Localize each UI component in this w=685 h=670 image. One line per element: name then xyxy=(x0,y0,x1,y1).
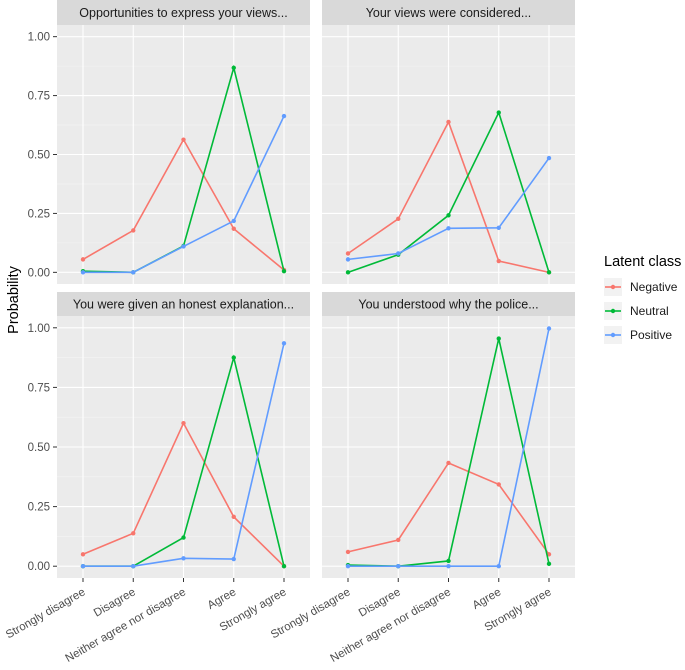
data-point-neutral xyxy=(281,268,287,274)
panel-3: You were given an honest explanation... 0… xyxy=(4,292,310,665)
legend-entry-neutral: Neutral xyxy=(604,302,669,320)
legend-key-point xyxy=(610,308,616,314)
legend: Latent class Negative Neutral Positive xyxy=(604,254,681,344)
data-point-negative xyxy=(345,549,351,555)
panel-2: Your views were considered... xyxy=(322,0,575,284)
data-point-negative xyxy=(396,537,401,543)
y-tick-label: 0.50 xyxy=(28,442,50,454)
data-point-positive xyxy=(446,564,451,569)
panel-title: You were given an honest explanation... xyxy=(73,298,294,312)
data-point-positive xyxy=(231,218,236,224)
y-tick-label: 0.00 xyxy=(28,267,50,279)
x-tick-label: Strongly disagree xyxy=(4,586,88,641)
y-axis-title: Probability xyxy=(6,265,22,333)
data-point-negative xyxy=(446,460,451,466)
data-point-neutral xyxy=(496,110,501,115)
data-point-positive xyxy=(496,564,501,569)
data-point-negative xyxy=(80,552,86,557)
y-tick-label: 0.75 xyxy=(28,382,50,394)
y-tick-label: 0.25 xyxy=(28,502,50,514)
y-tick-label: 1.00 xyxy=(28,32,50,44)
panel-strip xyxy=(57,292,310,316)
data-point-positive xyxy=(446,226,451,231)
y-tick-label: 1.00 xyxy=(28,323,50,335)
data-point-positive xyxy=(181,244,186,249)
data-point-negative xyxy=(396,216,401,222)
chart-panels: Opportunities to express your views... 0.… xyxy=(4,0,575,665)
data-point-positive xyxy=(281,341,287,346)
data-point-neutral xyxy=(281,564,287,569)
panel-4: You understood why the police...Strongly… xyxy=(269,292,575,665)
data-point-negative xyxy=(181,137,186,142)
data-point-positive xyxy=(396,564,401,569)
data-point-neutral xyxy=(546,561,552,567)
legend-key-point xyxy=(610,284,616,290)
data-point-positive xyxy=(546,326,552,331)
panel-strip xyxy=(322,292,575,316)
data-point-positive xyxy=(131,564,136,569)
data-point-negative xyxy=(231,226,236,231)
data-point-positive xyxy=(80,564,86,569)
data-point-positive xyxy=(345,564,351,569)
data-point-negative xyxy=(496,482,501,487)
data-point-positive xyxy=(396,251,401,256)
data-point-positive xyxy=(345,257,351,262)
y-tick-label: 0.00 xyxy=(28,561,50,573)
y-tick-label: 0.25 xyxy=(28,208,50,220)
y-tick-label: 0.50 xyxy=(28,150,50,162)
panel-title: Your views were considered... xyxy=(366,6,532,20)
data-point-negative xyxy=(231,514,236,520)
legend-title: Latent class xyxy=(604,254,681,270)
panel-strip xyxy=(322,0,575,25)
data-point-positive xyxy=(80,270,86,275)
legend-label: Positive xyxy=(630,328,672,342)
data-point-neutral xyxy=(345,270,351,275)
data-point-neutral xyxy=(231,355,236,360)
x-tick-label: Agree xyxy=(471,586,504,612)
data-point-negative xyxy=(181,420,186,426)
legend-entry-negative: Negative xyxy=(604,278,678,296)
data-point-neutral xyxy=(231,65,236,70)
data-point-positive xyxy=(546,155,552,161)
data-point-positive xyxy=(496,225,501,230)
data-point-negative xyxy=(446,119,451,125)
data-point-negative xyxy=(131,531,136,536)
data-point-negative xyxy=(131,228,136,233)
panel-title: Opportunities to express your views... xyxy=(79,6,287,20)
data-point-negative xyxy=(496,258,501,264)
data-point-positive xyxy=(131,270,136,275)
panel-title: You understood why the police... xyxy=(358,298,538,312)
data-point-negative xyxy=(80,257,86,262)
data-point-positive xyxy=(281,113,287,119)
panel-1: Opportunities to express your views... 0.… xyxy=(28,0,310,284)
data-point-negative xyxy=(345,251,351,256)
data-point-positive xyxy=(231,556,236,562)
y-tick-label: 0.75 xyxy=(28,91,50,103)
data-point-positive xyxy=(181,556,186,561)
data-point-neutral xyxy=(446,558,451,564)
legend-key-point xyxy=(610,332,616,338)
x-tick-label: Agree xyxy=(206,586,239,612)
data-point-neutral xyxy=(546,270,552,275)
data-point-neutral xyxy=(446,213,451,218)
data-point-neutral xyxy=(496,336,501,341)
panel-strip xyxy=(57,0,310,25)
legend-label: Negative xyxy=(630,280,678,294)
legend-entry-positive: Positive xyxy=(604,326,672,344)
legend-label: Neutral xyxy=(630,304,669,318)
data-point-neutral xyxy=(181,535,186,540)
